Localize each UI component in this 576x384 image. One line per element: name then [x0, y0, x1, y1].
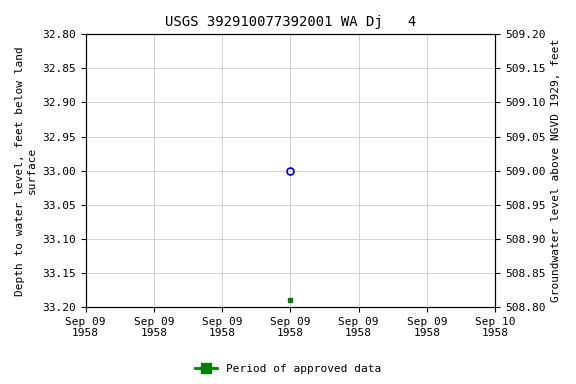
Y-axis label: Depth to water level, feet below land
surface: Depth to water level, feet below land su… [15, 46, 37, 296]
Y-axis label: Groundwater level above NGVD 1929, feet: Groundwater level above NGVD 1929, feet [551, 39, 561, 302]
Legend: Period of approved data: Period of approved data [191, 359, 385, 379]
Title: USGS 392910077392001 WA Dj   4: USGS 392910077392001 WA Dj 4 [165, 15, 416, 29]
